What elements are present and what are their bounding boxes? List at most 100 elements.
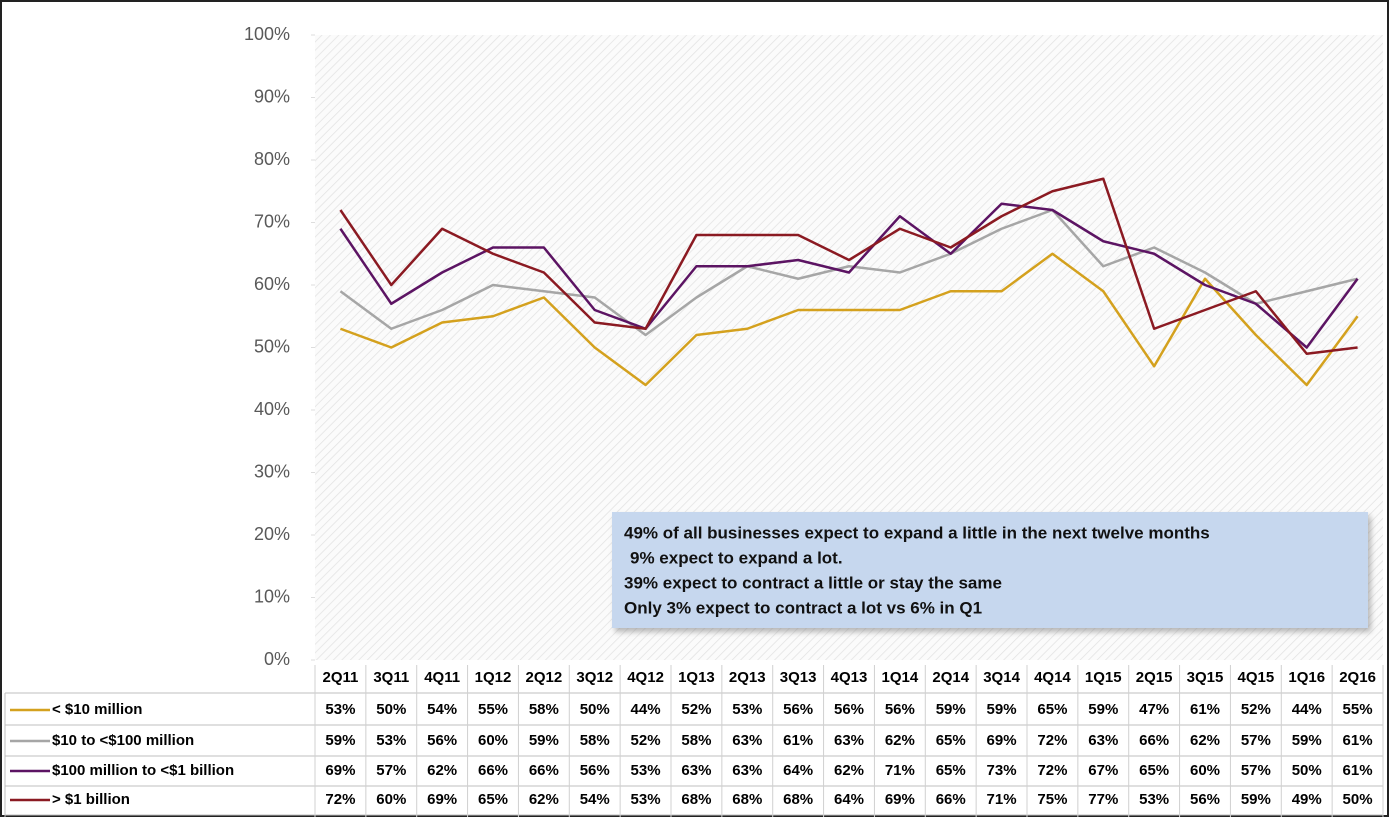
table-value: 50%: [1292, 762, 1322, 779]
table-value: 69%: [325, 762, 355, 779]
series-line: [339, 177, 1358, 355]
table-value: 65%: [478, 791, 508, 808]
table-value: 65%: [936, 762, 966, 779]
x-tick-label: 3Q11: [373, 669, 409, 686]
table-value: 59%: [1088, 701, 1118, 718]
table-value: 69%: [427, 791, 457, 808]
x-tick-label: 4Q11: [424, 669, 460, 686]
table-value: 61%: [783, 732, 813, 749]
table-value: 50%: [376, 701, 406, 718]
table-value: 63%: [1088, 732, 1118, 749]
table-value: 56%: [783, 701, 813, 718]
table-value: 63%: [681, 762, 711, 779]
table-value: 62%: [427, 762, 457, 779]
table-value: 68%: [681, 791, 711, 808]
x-tick-label: 1Q15: [1085, 669, 1122, 686]
table-value: 77%: [1088, 791, 1118, 808]
table-value: 53%: [376, 732, 406, 749]
table-value: 63%: [834, 732, 864, 749]
table-value: 58%: [529, 701, 559, 718]
y-tick-label: 40%: [254, 399, 290, 419]
annotation-box: [612, 512, 1368, 628]
table-value: 62%: [885, 732, 915, 749]
table-value: 75%: [1037, 791, 1067, 808]
table-value: 56%: [427, 732, 457, 749]
x-tick-label: 4Q13: [831, 669, 868, 686]
table-value: 68%: [783, 791, 813, 808]
table-value: 56%: [885, 701, 915, 718]
table-value: 60%: [1190, 762, 1220, 779]
y-tick-label: 70%: [254, 211, 290, 231]
table-value: 53%: [732, 701, 762, 718]
table-value: 50%: [580, 701, 610, 718]
y-tick-label: 0%: [264, 649, 290, 669]
table-value: 62%: [1190, 732, 1220, 749]
y-tick-label: 80%: [254, 149, 290, 169]
table-value: 65%: [1037, 701, 1067, 718]
y-tick-label: 100%: [244, 24, 290, 44]
y-tick-label: 60%: [254, 274, 290, 294]
table-value: 72%: [325, 791, 355, 808]
table-value: 52%: [1241, 701, 1271, 718]
table-value: 69%: [987, 732, 1017, 749]
x-tick-label: 4Q12: [627, 669, 664, 686]
table-value: 68%: [732, 791, 762, 808]
x-tick-label: 1Q16: [1288, 669, 1325, 686]
table-value: 64%: [783, 762, 813, 779]
x-tick-label: 1Q12: [475, 669, 512, 686]
y-tick-label: 30%: [254, 461, 290, 481]
y-tick-label: 90%: [254, 86, 290, 106]
table-value: 71%: [987, 791, 1017, 808]
x-tick-label: 3Q12: [576, 669, 613, 686]
x-tick-label: 3Q15: [1187, 669, 1224, 686]
y-tick-label: 20%: [254, 524, 290, 544]
table-value: 62%: [834, 762, 864, 779]
y-tick-label: 50%: [254, 336, 290, 356]
x-tick-label: 2Q16: [1339, 669, 1376, 686]
table-value: 58%: [580, 732, 610, 749]
table-value: 60%: [376, 791, 406, 808]
table-value: 50%: [1343, 791, 1373, 808]
legend-label: $10 to <$100 million: [52, 732, 194, 749]
table-value: 71%: [885, 762, 915, 779]
table-value: 55%: [1343, 701, 1373, 718]
table-value: 63%: [732, 762, 762, 779]
table-value: 66%: [478, 762, 508, 779]
table-value: 65%: [1139, 762, 1169, 779]
x-tick-label: 3Q13: [780, 669, 817, 686]
table-value: 65%: [936, 732, 966, 749]
series-line: [339, 202, 1359, 349]
x-tick-label: 1Q14: [882, 669, 919, 686]
x-tick-label: 2Q11: [322, 669, 358, 686]
table-value: 44%: [631, 701, 661, 718]
x-tick-label: 2Q13: [729, 669, 766, 686]
table-value: 61%: [1343, 732, 1373, 749]
table-value: 53%: [1139, 791, 1169, 808]
table-value: 59%: [936, 701, 966, 718]
table-value: 59%: [1241, 791, 1271, 808]
annotation-text: 39% expect to contract a little or stay …: [624, 573, 1002, 592]
table-value: 49%: [1292, 791, 1322, 808]
table-value: 55%: [478, 701, 508, 718]
table-value: 57%: [1241, 732, 1271, 749]
table-value: 61%: [1343, 762, 1373, 779]
series-line: [339, 208, 1358, 337]
legend-label: < $10 million: [52, 701, 142, 718]
table-value: 73%: [987, 762, 1017, 779]
table-value: 52%: [681, 701, 711, 718]
table-value: 69%: [885, 791, 915, 808]
x-tick-label: 4Q15: [1238, 669, 1275, 686]
table-value: 59%: [325, 732, 355, 749]
table-value: 64%: [834, 791, 864, 808]
table-value: 44%: [1292, 701, 1322, 718]
table-value: 52%: [631, 732, 661, 749]
x-tick-label: 3Q14: [983, 669, 1020, 686]
table-value: 72%: [1037, 732, 1067, 749]
table-value: 62%: [529, 791, 559, 808]
annotation-text: 9% expect to expand a lot.: [630, 548, 843, 567]
table-value: 58%: [681, 732, 711, 749]
y-tick-label: 10%: [254, 586, 290, 606]
table-value: 57%: [1241, 762, 1271, 779]
table-value: 53%: [631, 762, 661, 779]
legend-label: > $1 billion: [52, 791, 130, 808]
